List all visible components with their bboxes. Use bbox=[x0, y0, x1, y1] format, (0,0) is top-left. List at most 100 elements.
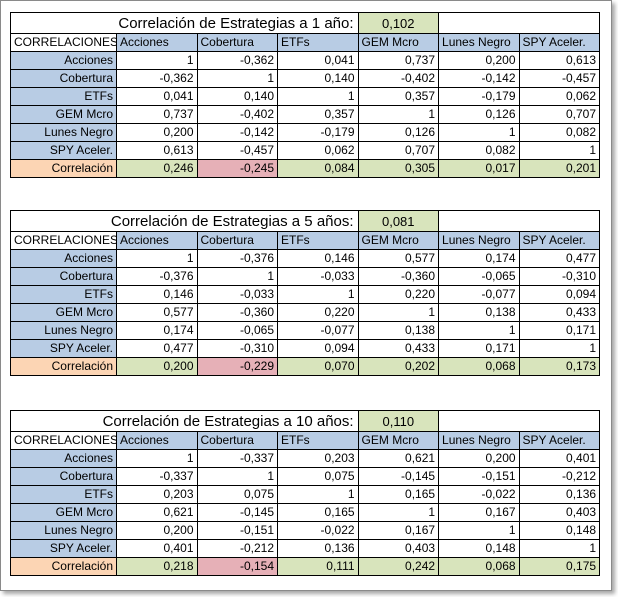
summary-label[interactable]: Correlación bbox=[10, 557, 117, 576]
correlation-cell[interactable]: 1 bbox=[116, 51, 198, 70]
row-label[interactable]: SPY Aceler. bbox=[10, 141, 117, 160]
correlation-cell[interactable]: -0,376 bbox=[116, 267, 198, 286]
correlation-cell[interactable]: 0,220 bbox=[277, 303, 359, 322]
column-header[interactable]: ETFs bbox=[277, 431, 359, 450]
correlation-cell[interactable]: 0,433 bbox=[518, 303, 601, 322]
correlation-cell[interactable]: 0,200 bbox=[116, 123, 198, 142]
correlation-cell[interactable]: -0,310 bbox=[196, 339, 278, 358]
correlation-cell[interactable]: 0,165 bbox=[277, 503, 359, 522]
column-header[interactable]: Lunes Negro bbox=[438, 431, 520, 450]
correlation-cell[interactable]: 0,075 bbox=[277, 467, 359, 486]
summary-correlation-cell[interactable]: 0,068 bbox=[438, 357, 520, 376]
summary-correlation-cell[interactable]: 0,173 bbox=[518, 357, 601, 376]
correlation-cell[interactable]: 0,167 bbox=[357, 521, 440, 540]
correlation-cell[interactable]: -0,337 bbox=[116, 467, 198, 486]
correlation-cell[interactable]: 0,075 bbox=[196, 485, 278, 504]
row-label[interactable]: ETFs bbox=[10, 87, 117, 106]
correlation-cell[interactable]: 0,401 bbox=[116, 539, 198, 558]
correlation-cell[interactable]: 1 bbox=[196, 69, 278, 88]
column-header[interactable]: Acciones bbox=[116, 431, 198, 450]
correlation-cell[interactable]: 1 bbox=[196, 467, 278, 486]
correlation-cell[interactable]: -0,151 bbox=[196, 521, 278, 540]
correlation-cell[interactable]: -0,065 bbox=[196, 321, 278, 340]
correlation-cell[interactable]: 0,707 bbox=[357, 141, 440, 160]
correlation-cell[interactable]: 1 bbox=[357, 303, 440, 322]
correlation-cell[interactable]: 0,148 bbox=[438, 539, 520, 558]
correlation-cell[interactable]: 0,148 bbox=[518, 521, 601, 540]
correlation-cell[interactable]: 0,146 bbox=[277, 249, 359, 268]
correlation-cell[interactable]: 0,203 bbox=[277, 449, 359, 468]
correlation-cell[interactable]: 0,136 bbox=[518, 485, 601, 504]
summary-correlation-cell[interactable]: 0,070 bbox=[277, 357, 359, 376]
correlation-cell[interactable]: -0,022 bbox=[277, 521, 359, 540]
summary-correlation-cell[interactable]: 0,068 bbox=[438, 557, 520, 576]
row-label[interactable]: GEM Mcro bbox=[10, 303, 117, 322]
column-header[interactable]: GEM Mcro bbox=[357, 231, 440, 250]
correlation-cell[interactable]: 0,707 bbox=[518, 105, 601, 124]
summary-correlation-cell[interactable]: 0,305 bbox=[357, 159, 440, 178]
correlation-cell[interactable]: -0,337 bbox=[196, 449, 278, 468]
correlation-cell[interactable]: 0,477 bbox=[518, 249, 601, 268]
correlation-cell[interactable]: 0,165 bbox=[357, 485, 440, 504]
correlation-cell[interactable]: 0,041 bbox=[116, 87, 198, 106]
correlation-cell[interactable]: 0,094 bbox=[277, 339, 359, 358]
column-header[interactable]: SPY Aceler. bbox=[518, 431, 601, 450]
correlation-cell[interactable]: 1 bbox=[438, 321, 520, 340]
summary-correlation-cell[interactable]: -0,154 bbox=[196, 557, 278, 576]
row-label[interactable]: Acciones bbox=[10, 449, 117, 468]
row-label[interactable]: SPY Aceler. bbox=[10, 539, 117, 558]
correlation-cell[interactable]: -0,033 bbox=[277, 267, 359, 286]
correlation-cell[interactable]: -0,022 bbox=[438, 485, 520, 504]
correlation-cell[interactable]: -0,376 bbox=[196, 249, 278, 268]
column-header[interactable]: ETFs bbox=[277, 231, 359, 250]
correlation-cell[interactable]: -0,402 bbox=[357, 69, 440, 88]
row-label[interactable]: Cobertura bbox=[10, 267, 117, 286]
summary-correlation-cell[interactable]: 0,111 bbox=[277, 557, 359, 576]
correlation-cell[interactable]: 0,220 bbox=[357, 285, 440, 304]
correlation-cell[interactable]: 0,138 bbox=[438, 303, 520, 322]
correlation-cell[interactable]: 0,577 bbox=[357, 249, 440, 268]
correlation-cell[interactable]: 0,171 bbox=[438, 339, 520, 358]
correlation-cell[interactable]: 0,200 bbox=[438, 449, 520, 468]
row-label[interactable]: Acciones bbox=[10, 51, 117, 70]
corner-header[interactable]: CORRELACIONES bbox=[10, 33, 117, 52]
row-label[interactable]: Lunes Negro bbox=[10, 321, 117, 340]
row-label[interactable]: Lunes Negro bbox=[10, 123, 117, 142]
summary-correlation-cell[interactable]: -0,229 bbox=[196, 357, 278, 376]
correlation-cell[interactable]: -0,179 bbox=[277, 123, 359, 142]
average-correlation-cell[interactable]: 0,110 bbox=[357, 410, 440, 432]
correlation-cell[interactable]: 0,621 bbox=[357, 449, 440, 468]
average-correlation-cell[interactable]: 0,102 bbox=[357, 12, 440, 34]
correlation-cell[interactable]: -0,142 bbox=[196, 123, 278, 142]
correlation-cell[interactable]: -0,360 bbox=[357, 267, 440, 286]
summary-correlation-cell[interactable]: -0,245 bbox=[196, 159, 278, 178]
correlation-cell[interactable]: 0,062 bbox=[277, 141, 359, 160]
column-header[interactable]: Lunes Negro bbox=[438, 33, 520, 52]
correlation-cell[interactable]: -0,457 bbox=[196, 141, 278, 160]
correlation-cell[interactable]: 0,613 bbox=[116, 141, 198, 160]
summary-correlation-cell[interactable]: 0,246 bbox=[116, 159, 198, 178]
correlation-cell[interactable]: 0,138 bbox=[357, 321, 440, 340]
correlation-cell[interactable]: 0,403 bbox=[518, 503, 601, 522]
correlation-cell[interactable]: 1 bbox=[438, 123, 520, 142]
correlation-cell[interactable]: 1 bbox=[518, 141, 601, 160]
correlation-cell[interactable]: 0,613 bbox=[518, 51, 601, 70]
average-correlation-cell[interactable]: 0,081 bbox=[357, 210, 440, 232]
correlation-cell[interactable]: -0,065 bbox=[438, 267, 520, 286]
correlation-cell[interactable]: -0,212 bbox=[196, 539, 278, 558]
row-label[interactable]: Cobertura bbox=[10, 69, 117, 88]
correlation-cell[interactable]: -0,145 bbox=[357, 467, 440, 486]
correlation-cell[interactable]: 0,737 bbox=[116, 105, 198, 124]
correlation-cell[interactable]: 0,140 bbox=[196, 87, 278, 106]
correlation-cell[interactable]: 0,082 bbox=[518, 123, 601, 142]
column-header[interactable]: Lunes Negro bbox=[438, 231, 520, 250]
correlation-cell[interactable]: 1 bbox=[357, 105, 440, 124]
correlation-cell[interactable]: -0,402 bbox=[196, 105, 278, 124]
correlation-cell[interactable]: 0,174 bbox=[116, 321, 198, 340]
column-header[interactable]: SPY Aceler. bbox=[518, 33, 601, 52]
correlation-cell[interactable]: 1 bbox=[116, 249, 198, 268]
correlation-cell[interactable]: 0,200 bbox=[438, 51, 520, 70]
correlation-cell[interactable]: 0,041 bbox=[277, 51, 359, 70]
correlation-cell[interactable]: 1 bbox=[277, 87, 359, 106]
correlation-cell[interactable]: 0,477 bbox=[116, 339, 198, 358]
